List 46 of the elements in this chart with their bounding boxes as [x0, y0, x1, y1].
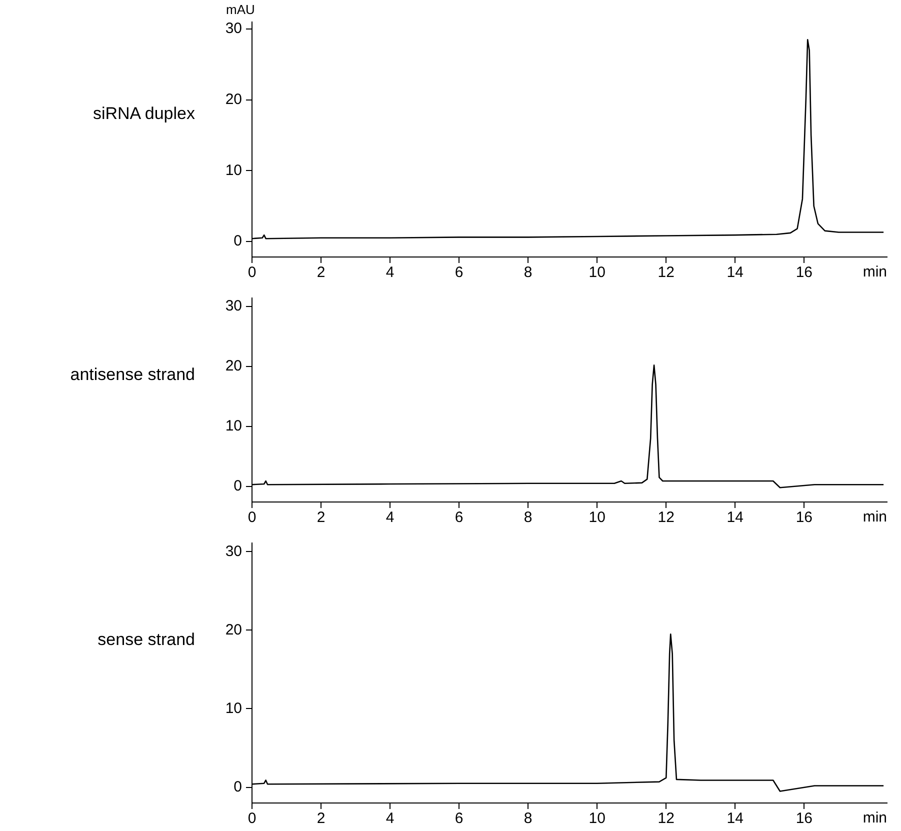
- y-tick-label: 0: [234, 232, 242, 250]
- x-tick-label: 4: [386, 264, 394, 282]
- x-tick-label: 14: [726, 810, 744, 828]
- y-tick-label: 10: [225, 700, 242, 717]
- x-tick-label: 8: [524, 810, 532, 828]
- x-tick-label: 8: [524, 264, 532, 282]
- y-tick-label: 30: [225, 542, 242, 560]
- y-tick-label: 20: [225, 621, 242, 638]
- y-axis-title: mAU: [226, 2, 255, 17]
- text: sense strand: [96, 630, 195, 650]
- y-tick-label: 30: [225, 20, 242, 38]
- x-tick-label: 4: [386, 509, 394, 526]
- x-tick-label: 12: [658, 264, 674, 282]
- y-tick-label: 20: [225, 91, 242, 108]
- y-tick-label: 30: [225, 298, 242, 315]
- x-tick-label: 0: [248, 264, 256, 282]
- x-tick-label: 8: [524, 509, 532, 526]
- text: antisense strand: [69, 365, 195, 386]
- x-axis-title: min: [862, 264, 887, 281]
- x-tick-label: 10: [588, 264, 606, 282]
- x-tick-label: 2: [316, 509, 326, 526]
- x-axis-title: min: [862, 508, 887, 526]
- x-tick-label: 14: [726, 264, 744, 282]
- x-tick-label: 2: [316, 264, 326, 282]
- x-tick-label: 12: [658, 509, 674, 526]
- x-tick-label: 12: [658, 810, 674, 828]
- x-tick-label: 14: [726, 509, 744, 526]
- y-tick-label: 10: [225, 162, 242, 179]
- x-tick-label: 6: [454, 509, 464, 526]
- x-tick-label: 6: [454, 810, 464, 828]
- x-tick-label: 2: [316, 810, 326, 828]
- y-tick-label: 0: [234, 478, 242, 495]
- text: siRNA duplex: [92, 104, 195, 124]
- x-axis-title: min: [862, 810, 887, 827]
- x-tick-label: 0: [248, 509, 256, 526]
- x-tick-label: 16: [796, 810, 813, 828]
- x-tick-label: 6: [454, 264, 464, 282]
- y-tick-label: 20: [225, 358, 242, 375]
- y-tick-label: 10: [225, 418, 242, 435]
- x-tick-label: 10: [588, 810, 606, 828]
- x-tick-label: 16: [796, 264, 813, 282]
- x-tick-label: 0: [248, 810, 256, 828]
- x-tick-label: 4: [386, 810, 394, 828]
- y-tick-label: 0: [234, 778, 242, 796]
- x-tick-label: 10: [588, 509, 606, 526]
- x-tick-label: 16: [796, 509, 813, 526]
